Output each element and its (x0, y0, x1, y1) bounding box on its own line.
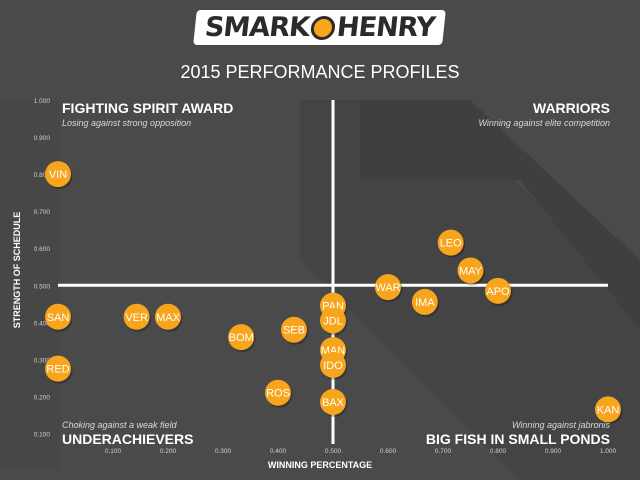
point-label: WAR (375, 282, 400, 294)
point-label: SAN (47, 312, 70, 324)
shadow-shape (360, 100, 640, 330)
data-point-max: MAX (155, 303, 183, 332)
y-tick-label: 0.700 (34, 209, 51, 216)
point-marker (320, 351, 346, 378)
point-label: BAX (322, 397, 345, 409)
point-label: RED (46, 364, 69, 376)
x-tick-label: 0.200 (160, 448, 177, 455)
y-tick-labels: 0.100 0.200 0.300 0.400 0.500 0.600 0.700 0.800… (34, 98, 51, 438)
point-marker (595, 396, 621, 423)
x-tick-label: 0.600 (380, 448, 397, 455)
point-label: SEB (283, 325, 305, 337)
quadrant-top-left-title: FIGHTING SPIRIT AWARD (62, 100, 234, 116)
logo-left-text: SMARK (203, 12, 311, 43)
y-tick-label: 0.500 (34, 283, 51, 290)
quadrant-bottom-left-title: UNDERACHIEVERS (62, 431, 194, 447)
brand-logo: SMARK HENRY (193, 10, 447, 45)
point-marker (228, 324, 255, 351)
point-marker (123, 303, 150, 330)
quadrant-top-right-subtitle: Winning against elite competition (478, 118, 611, 128)
point-marker (280, 316, 307, 343)
data-point-bax: BAX (320, 388, 348, 417)
x-tick-labels: 0.100 0.200 0.300 0.400 0.500 0.600 0.700 0.800… (105, 448, 617, 455)
crosshair (58, 100, 608, 444)
logo-right-text: HENRY (335, 12, 437, 43)
y-axis-title: STRENGTH OF SCHEDULE (12, 211, 22, 329)
data-point-san: SAN (45, 303, 73, 332)
point-label: VER (125, 312, 148, 324)
point-label: IDO (323, 360, 343, 372)
point-label: BOM (229, 332, 254, 344)
shadow-shape (300, 100, 640, 480)
quadrant-top-right-title: WARRIORS (533, 100, 610, 116)
x-tick-label: 0.900 (545, 448, 562, 455)
point-marker (485, 277, 511, 304)
data-point-jdl: JDL (320, 307, 348, 336)
point-label: KAN (597, 404, 620, 416)
y-tick-label: 0.100 (34, 431, 51, 438)
point-label: MAY (459, 265, 483, 277)
point-marker (320, 307, 346, 334)
x-tick-label: 0.700 (435, 448, 452, 455)
data-point-apo: APO (485, 277, 513, 306)
x-tick-label: 1.000 (600, 448, 617, 455)
y-tick-label: 1.000 (34, 98, 51, 105)
point-label: APO (486, 286, 510, 298)
point-label: JDL (323, 315, 343, 327)
shadow-shape (0, 100, 60, 470)
y-tick-label: 0.200 (34, 394, 51, 401)
point-label: ROS (266, 388, 290, 400)
x-tick-label: 0.300 (215, 448, 232, 455)
point-marker (437, 229, 464, 256)
chart-subtitle: 2015 PERFORMANCE PROFILES (180, 62, 460, 82)
data-point-leo: LEO (437, 229, 466, 258)
logo-wrap: SMARK HENRY (0, 10, 640, 45)
data-point-ima: IMA (411, 288, 440, 317)
quadrant-bottom-right-subtitle: Winning against jabronis (512, 420, 610, 430)
x-tick-label: 0.800 (490, 448, 507, 455)
x-tick-label: 0.400 (270, 448, 287, 455)
y-tick-label: 0.900 (34, 135, 51, 142)
data-point-ido: IDO (320, 351, 348, 380)
y-tick-label: 0.800 (34, 172, 51, 179)
quadrant-top-left-subtitle: Losing against strong opposition (62, 118, 192, 128)
point-marker (411, 288, 438, 315)
lightbulb-icon (309, 16, 337, 40)
data-point-ros: ROS (265, 379, 293, 408)
point-marker (265, 379, 291, 406)
data-point-may: MAY (457, 257, 485, 286)
data-point-ver: VER (123, 303, 152, 332)
x-tick-label: 0.100 (105, 448, 122, 455)
point-marker (320, 388, 346, 415)
point-label: IMA (415, 297, 435, 309)
data-point-vin: VIN (45, 161, 73, 190)
point-marker (45, 303, 71, 330)
point-marker (155, 303, 181, 330)
data-point-kan: KAN (595, 396, 623, 425)
y-tick-label: 0.300 (34, 357, 51, 364)
x-tick-label: 0.500 (325, 448, 342, 455)
data-point-bom: BOM (228, 324, 256, 353)
point-label: VIN (49, 169, 67, 181)
x-axis-title: WINNING PERCENTAGE (267, 460, 373, 470)
point-label: MAX (156, 312, 181, 324)
point-marker (457, 257, 484, 284)
quadrant-bottom-right-title: BIG FISH IN SMALL PONDS (425, 431, 610, 447)
point-marker (375, 274, 401, 301)
quadrant-bottom-left-subtitle: Choking against a weak field (62, 420, 177, 430)
data-point-red: RED (45, 355, 73, 384)
y-tick-label: 0.600 (34, 246, 51, 253)
point-marker (45, 355, 71, 382)
data-point-seb: SEB (280, 316, 309, 345)
point-marker (45, 161, 71, 188)
decorative-shadows (0, 100, 640, 480)
point-label: LEO (440, 238, 462, 250)
y-tick-label: 0.400 (34, 320, 51, 327)
data-point-war: WAR (375, 274, 403, 303)
